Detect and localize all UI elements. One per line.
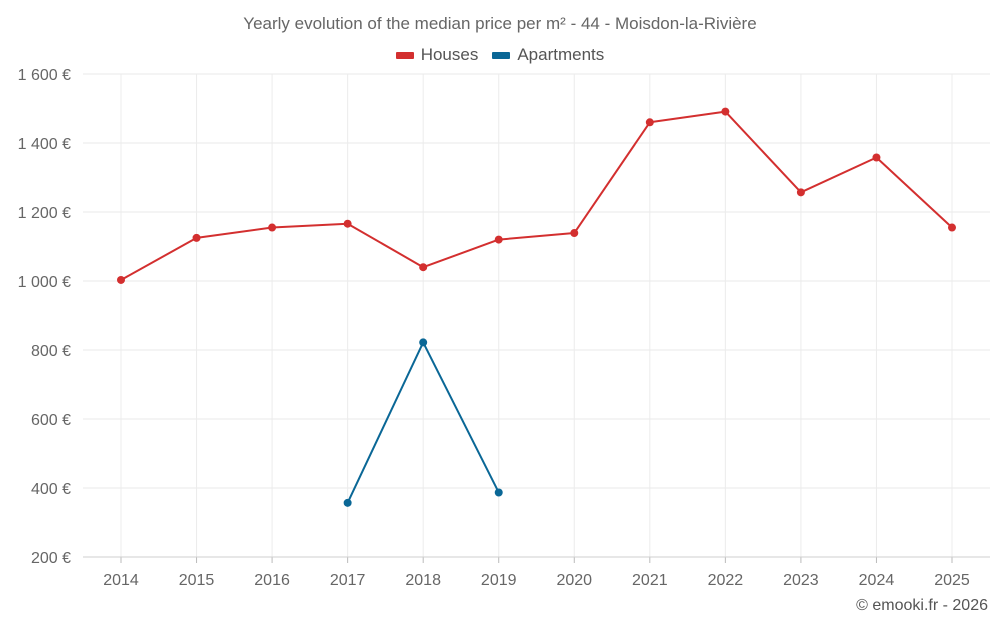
y-tick-label: 800 € <box>31 343 71 360</box>
legend: Houses Apartments <box>0 45 1000 65</box>
data-point-apartments-2017[interactable] <box>343 498 352 507</box>
data-point-houses-2014[interactable] <box>117 275 125 284</box>
data-point-houses-2023[interactable] <box>796 188 805 197</box>
data-point-houses-2015[interactable] <box>192 233 201 242</box>
data-point-apartments-2019[interactable] <box>494 488 503 497</box>
x-tick-label: 2022 <box>708 572 744 589</box>
data-point-houses-2020[interactable] <box>570 229 579 238</box>
data-point-apartments-2018[interactable] <box>419 338 428 347</box>
x-tick-label: 2021 <box>632 572 668 589</box>
series-line-houses <box>120 110 953 281</box>
legend-swatch-houses <box>395 51 414 59</box>
x-tick-label: 2019 <box>481 572 517 589</box>
x-tick-label: 2025 <box>934 572 970 589</box>
credit-text: © emooki.fr - 2026 <box>856 597 988 614</box>
legend-item-apartments[interactable]: Apartments <box>492 45 604 65</box>
x-tick-label: 2014 <box>103 572 139 589</box>
grid <box>83 73 990 558</box>
x-tick-label: 2015 <box>179 572 215 589</box>
x-tick-label: 2017 <box>330 572 366 589</box>
legend-label-houses: Houses <box>420 45 479 64</box>
series-apartments <box>343 338 503 507</box>
y-tick-label: 1 600 € <box>18 67 71 84</box>
x-tick-label: 2024 <box>859 572 895 589</box>
axes: 200 € 400 € 600 € 800 € 1 000 € 1 200 € 1 400 … <box>18 67 990 589</box>
x-tick-label: 2018 <box>405 572 441 589</box>
y-tick-label: 400 € <box>31 481 71 498</box>
y-tick-label: 1 000 € <box>18 274 71 291</box>
series <box>117 107 956 507</box>
data-point-houses-2024[interactable] <box>872 153 881 162</box>
data-point-houses-2016[interactable] <box>268 223 277 232</box>
legend-label-apartments: Apartments <box>517 45 605 64</box>
data-point-houses-2021[interactable] <box>645 118 654 127</box>
chart-title: Yearly evolution of the median price per… <box>243 14 757 33</box>
data-point-houses-2018[interactable] <box>419 263 428 272</box>
data-point-houses-2022[interactable] <box>721 107 730 116</box>
y-tick-label: 200 € <box>31 550 71 567</box>
data-point-houses-2017[interactable] <box>343 219 352 228</box>
series-houses <box>117 107 956 284</box>
data-point-houses-2019[interactable] <box>494 235 503 244</box>
x-tick-label: 2016 <box>254 572 290 589</box>
legend-swatch-apartments <box>492 51 511 59</box>
legend-item-houses[interactable]: Houses <box>395 45 479 65</box>
data-point-houses-2025[interactable] <box>948 223 956 232</box>
y-tick-label: 600 € <box>31 412 71 429</box>
x-tick-label: 2020 <box>556 572 592 589</box>
y-tick-label: 1 200 € <box>18 205 71 222</box>
x-tick-label: 2023 <box>783 572 819 589</box>
y-tick-label: 1 400 € <box>18 136 71 153</box>
